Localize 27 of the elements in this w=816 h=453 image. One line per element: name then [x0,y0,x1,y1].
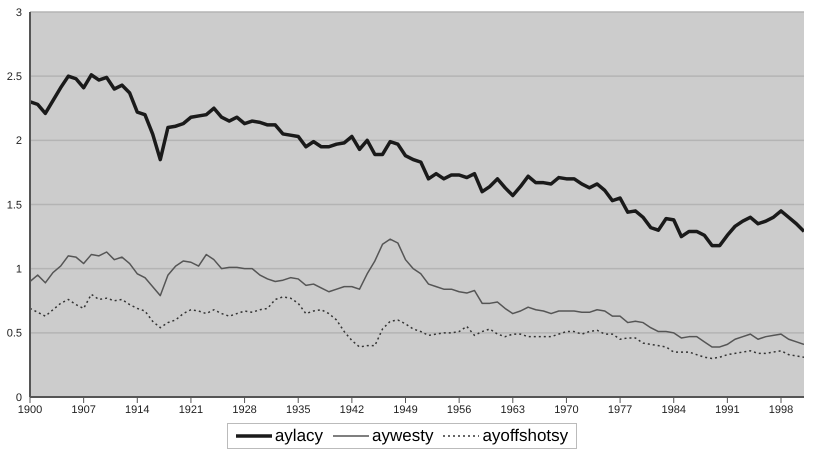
y-tick-label: 0 [16,392,22,404]
x-tick-label: 1907 [71,404,96,416]
y-tick-label: 0.5 [6,328,22,340]
line-series [30,294,804,360]
x-tick-label: 1970 [554,404,579,416]
x-tick-label: 1900 [18,404,42,416]
y-tick-label: 1.5 [6,199,22,212]
x-tick-label: 1935 [286,404,310,416]
x-tick-label: 1949 [393,404,418,416]
legend-label: aywesty [372,426,434,446]
x-tick-label: 1991 [715,404,740,416]
legend-label: aylacy [274,426,324,446]
x-tick-label: 1914 [125,404,150,416]
x-tick-label: 1977 [608,404,632,416]
x-tick-label: 1921 [178,404,204,416]
x-tick-label: 1998 [768,404,794,416]
x-tick-label: 1928 [232,404,257,416]
legend-label: ayoffshotsy [482,426,568,446]
x-tick-label: 1984 [661,404,686,416]
x-tick-label: 1963 [500,404,526,416]
line-series [30,73,804,248]
y-tick-label: 3 [16,6,22,19]
x-tick-label: 1942 [340,404,364,416]
y-tick-label: 2 [16,135,22,148]
y-tick-label: 2.5 [6,71,22,84]
y-tick-label: 1 [16,264,22,276]
x-tick-label: 1956 [446,404,472,416]
